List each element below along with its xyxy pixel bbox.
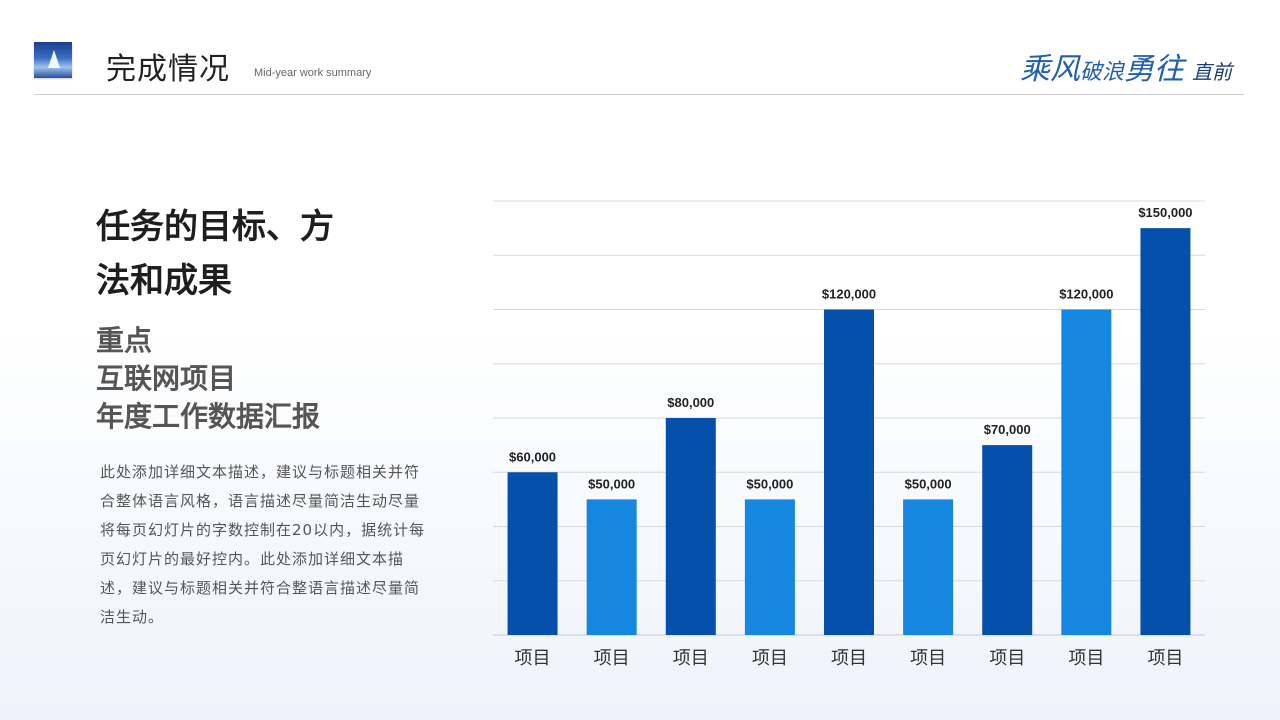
x-tick-labels: 项目 项目 项目 项目 项目 项目 项目 项目 项目 [515,648,1184,669]
header: 完成情况 Mid-year work summary 乘风破浪勇往 直前 [0,0,1280,96]
x-tick-label-6: 项目 [910,648,946,669]
data-label-1: $60,000 [509,449,556,464]
x-tick-label-8: 项目 [1068,648,1104,669]
bar-2 [586,499,637,635]
bar-7 [982,445,1033,635]
x-tick-label-9: 项目 [1147,648,1183,669]
x-tick-label-5: 项目 [831,648,867,669]
page-title: 完成情况 [106,52,230,87]
sub-heading-line-1: 重点 [96,324,153,357]
sailboat-logo-image [34,42,72,78]
x-tick-label-4: 项目 [752,648,788,669]
page-subtitle: Mid-year work summary [254,67,372,79]
header-divider [34,94,1244,95]
bar-3 [665,418,716,635]
data-label-4: $50,000 [746,476,793,491]
sub-heading: 重点 互联网项目 年度工作数据汇报 [96,322,416,436]
main-heading-line-2: 法和成果 [96,261,232,301]
data-label-6: $50,000 [905,476,952,491]
slogan-part-2: 破浪 [1079,59,1124,84]
data-label-3: $80,000 [667,395,714,410]
x-tick-label-7: 项目 [989,648,1025,669]
bar-6 [903,499,954,635]
bars [507,228,1191,635]
description-text: 此处添加详细文本描述，建议与标题相关并符合整体语言风格，语言描述尽量简洁生动尽量… [100,463,426,626]
main-heading-line-1: 任务的目标、方 [96,207,334,247]
bar-1 [507,472,558,635]
bar-8 [1061,309,1112,635]
data-labels: $60,000 $50,000 $80,000 $50,000 $120,000 $50,… [509,205,1193,491]
main-heading: 任务的目标、方 法和成果 [96,200,396,308]
slogan-part-4: 直前 [1192,62,1232,84]
slogan-part-3: 勇往 [1124,53,1184,86]
sub-heading-line-3: 年度工作数据汇报 [96,400,321,433]
sub-heading-line-2: 互联网项目 [96,362,237,395]
x-tick-label-1: 项目 [515,648,551,669]
data-label-8: $120,000 [1059,287,1113,302]
bar-4 [744,499,795,635]
slogan-part-1: 乘风 [1019,53,1080,86]
x-tick-label-3: 项目 [673,648,709,669]
data-label-5: $120,000 [822,287,876,302]
bar-5 [824,309,874,635]
data-label-7: $70,000 [984,422,1031,437]
data-label-2: $50,000 [588,476,635,491]
x-tick-label-2: 项目 [594,648,630,669]
bar-9 [1140,228,1191,635]
sail-icon [48,50,60,68]
slogan: 乘风破浪勇往 直前 [1020,44,1232,88]
bar-chart: $60,000 $50,000 $80,000 $50,000 $120,000 $50,… [493,200,1205,669]
data-label-9: $150,000 [1138,205,1192,220]
